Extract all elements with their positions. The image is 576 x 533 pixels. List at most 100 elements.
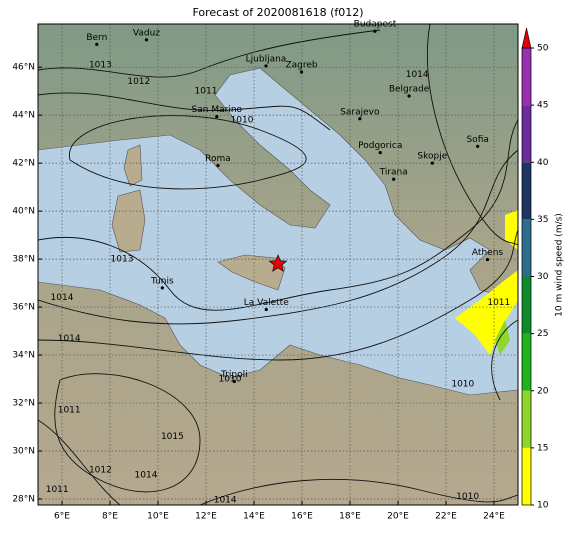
map-overlay: 6°E 8°E 10°E 12°E 14°E 16°E 18°E 20°E 22°E 24°E 28… (12, 20, 548, 522)
city-label: Tirana (379, 168, 408, 178)
colorbar-tick-label: 15 (537, 443, 548, 453)
city-label: San Marino (192, 105, 243, 115)
isobar-label: 1014 (406, 70, 429, 80)
colorbar-tick-label: 25 (537, 329, 548, 339)
city-dot (144, 38, 149, 42)
city-label: Skopje (417, 152, 447, 162)
colorbar-tick-label: 30 (537, 272, 549, 282)
y-tick-label: 46°N (12, 63, 35, 73)
isobar-label: 1012 (127, 77, 150, 87)
isobar (491, 319, 518, 401)
city-label: Tunis (150, 276, 174, 286)
colorbar-tick-label: 45 (537, 101, 548, 111)
city-label: Zagreb (285, 60, 317, 70)
isobar-label: 1014 (58, 334, 81, 344)
isobar-label: 1014 (214, 496, 237, 506)
city-dot (215, 115, 219, 119)
x-tick-label: 14°E (243, 512, 265, 522)
x-tick-label: 8°E (102, 512, 118, 522)
colorbar-segment (522, 276, 531, 334)
isobar (54, 373, 201, 493)
city-label: Vaduz (133, 28, 160, 38)
x-tick-label: 10°E (147, 512, 169, 522)
city-dot (485, 257, 490, 262)
city-label: Sofia (466, 135, 488, 145)
isobar-label: 1012 (89, 466, 112, 476)
isobar-label: 1010 (231, 115, 254, 125)
y-tick-label: 32°N (12, 399, 35, 409)
corsica (123, 144, 143, 187)
basemap (38, 24, 518, 505)
city-dot (160, 286, 164, 290)
colorbar-segment (522, 48, 531, 106)
isobar (38, 92, 331, 131)
colorbar-tick-label: 10 (537, 501, 549, 511)
colorbar-tick-label: 20 (537, 386, 549, 396)
city-label: Bern (86, 33, 107, 43)
isobar (38, 149, 518, 325)
city-dot (264, 307, 268, 312)
colorbar-segment (522, 447, 531, 505)
isobar (38, 29, 381, 78)
isobar-label: 1013 (111, 255, 134, 265)
x-tick-label: 24°E (483, 512, 505, 522)
wind-shading-high (455, 210, 518, 355)
colorbar-label: 10 m wind speed (m/s) (555, 213, 565, 317)
city-label: Podgorica (358, 141, 402, 151)
plot-frame (37, 23, 519, 506)
location-marker (268, 254, 288, 272)
city-dot (392, 177, 396, 181)
x-tick-label: 6°E (54, 512, 70, 522)
isobar-label: 1011 (195, 87, 218, 97)
x-tick-label: 12°E (195, 512, 217, 522)
city-dot (232, 379, 236, 384)
city-label: Belgrade (389, 84, 430, 94)
city-label: La Valette (244, 298, 289, 308)
y-tick-label: 36°N (12, 303, 35, 313)
city-label: Sarajevo (340, 107, 380, 117)
city-label: Tripoli (220, 370, 248, 380)
isobar-label: 1014 (135, 471, 158, 481)
map-title: Forecast of 2020081618 (f012) (192, 6, 363, 19)
city-dot (373, 29, 377, 33)
colorbar-tick-label: 40 (537, 158, 549, 168)
city-dot (264, 64, 268, 68)
y-tick-label: 38°N (12, 255, 35, 265)
isobar (427, 24, 518, 246)
colorbar-segment (522, 333, 531, 391)
y-tick-label: 30°N (12, 447, 35, 457)
sea (38, 67, 518, 396)
colorbar-segment (522, 219, 531, 277)
isobar-label: 1014 (51, 293, 74, 303)
colorbar-extend (521, 27, 532, 49)
city-label: Budapest (354, 20, 397, 30)
isobar-label: 1015 (161, 432, 184, 442)
isobar-label: 1010 (456, 492, 479, 502)
city-dot (299, 70, 304, 74)
isobar (69, 115, 307, 190)
isobar-label: 1010 (219, 375, 242, 385)
city-label: Athens (472, 248, 503, 258)
city-dot (476, 144, 480, 148)
y-tick-label: 40°N (12, 207, 35, 217)
isobar-label: 1011 (58, 406, 81, 416)
x-tick-label: 18°E (339, 512, 361, 522)
sardinia (111, 189, 146, 253)
isobar (38, 229, 518, 361)
y-tick-label: 34°N (12, 351, 35, 361)
isobar-label: 1013 (89, 60, 112, 70)
colorbar-segment (522, 162, 531, 220)
city-dot (407, 94, 411, 98)
colorbar-segment (522, 390, 531, 448)
city-dot (378, 150, 382, 155)
isobar-label: 1010 (451, 379, 474, 389)
isobar-label: 1011 (46, 485, 69, 495)
colorbar-segment (522, 105, 531, 163)
city-dot (216, 163, 220, 168)
x-tick-label: 22°E (435, 512, 457, 522)
colorbar-tick-label: 35 (537, 215, 548, 225)
city-dot (95, 42, 99, 46)
isobar (38, 419, 121, 505)
y-tick-label: 42°N (12, 159, 35, 169)
